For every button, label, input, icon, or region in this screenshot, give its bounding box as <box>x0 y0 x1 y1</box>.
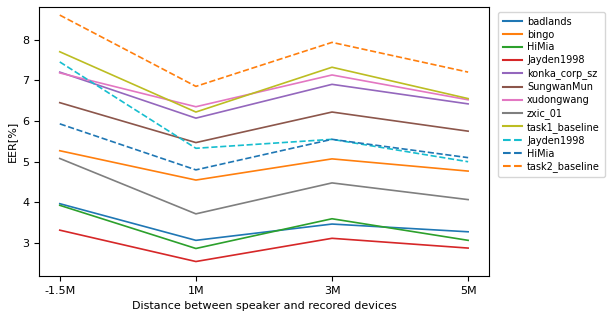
X-axis label: Distance between speaker and recored devices: Distance between speaker and recored dev… <box>132 301 397 311</box>
Legend: badlands, bingo, HiMia, Jayden1998, konka_corp_sz, SungwanMun, xudongwang, zxic_: badlands, bingo, HiMia, Jayden1998, konk… <box>498 12 605 177</box>
Y-axis label: EER[%]: EER[%] <box>7 121 17 162</box>
